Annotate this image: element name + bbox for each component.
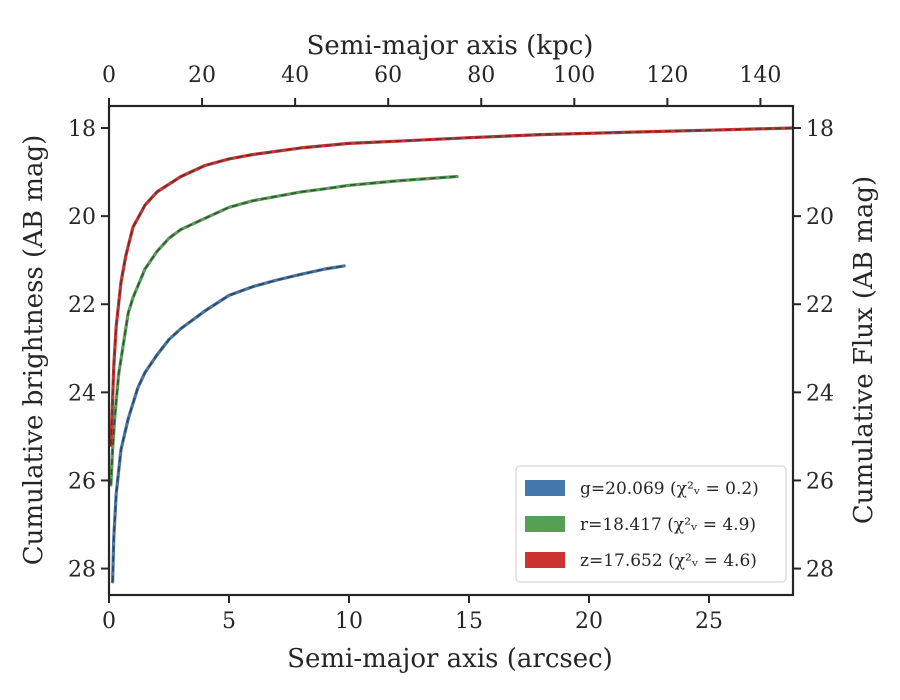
y-tick-label: 26 <box>68 469 96 494</box>
x-axis-label: Semi-major axis (arcsec) <box>287 644 613 674</box>
right-y-tick-label: 20 <box>806 205 834 230</box>
y-tick-label: 18 <box>68 117 96 142</box>
right-y-tick-label: 22 <box>806 293 834 318</box>
top-x-tick-label: 80 <box>467 63 495 88</box>
top-x-tick-label: 120 <box>646 63 688 88</box>
x-tick-label: 0 <box>102 609 116 634</box>
legend-swatch-g <box>525 480 565 496</box>
y-axis-label: Cumulative brightness (AB mag) <box>19 135 49 566</box>
x-tick-label: 20 <box>575 609 603 634</box>
x-tick-label: 15 <box>455 609 483 634</box>
legend-label-z: z=17.652 (χ²ᵥ = 4.6) <box>580 551 757 571</box>
x-tick-label: 10 <box>335 609 363 634</box>
top-x-tick-label: 40 <box>281 63 309 88</box>
top-x-axis-label: Semi-major axis (kpc) <box>307 31 594 61</box>
right-y-tick-label: 28 <box>806 558 834 583</box>
right-y-tick-label: 26 <box>806 469 834 494</box>
right-y-axis-label: Cumulative Flux (AB mag) <box>849 176 879 524</box>
legend-swatch-z <box>525 552 565 568</box>
y-tick-label: 20 <box>68 205 96 230</box>
x-tick-label: 25 <box>695 609 723 634</box>
plot-frame <box>107 104 795 597</box>
legend-swatch-r <box>525 516 565 532</box>
top-x-tick-label: 60 <box>374 63 402 88</box>
series-layer <box>109 126 795 584</box>
y-tick-label: 22 <box>68 293 96 318</box>
series-line-g <box>111 264 346 584</box>
top-x-tick-label: 0 <box>102 63 116 88</box>
right-y-tick-label: 18 <box>806 117 834 142</box>
top-x-tick-label: 20 <box>188 63 216 88</box>
top-x-tick-label: 140 <box>739 63 781 88</box>
model-line-g <box>111 265 345 582</box>
model-line-r <box>110 175 458 485</box>
legend-label-g: g=20.069 (χ²ᵥ = 0.2) <box>580 479 759 499</box>
y-tick-label: 24 <box>68 381 96 406</box>
model-line-z <box>110 127 794 446</box>
legend-box <box>515 465 787 583</box>
y-tick-label: 28 <box>68 558 96 583</box>
right-y-tick-label: 24 <box>806 381 834 406</box>
x-tick-label: 5 <box>222 609 236 634</box>
series-line-r <box>109 174 459 487</box>
legend: g=20.069 (χ²ᵥ = 0.2) r=18.417 (χ²ᵥ = 4.9)… <box>515 465 787 583</box>
top-x-tick-label: 100 <box>553 63 595 88</box>
ticks-layer: 0 5 10 15 20 25 0 20 40 60 80 100 120 140 18 18 20 20 22 22… <box>68 63 834 634</box>
legend-label-r: r=18.417 (χ²ᵥ = 4.9) <box>580 515 756 535</box>
